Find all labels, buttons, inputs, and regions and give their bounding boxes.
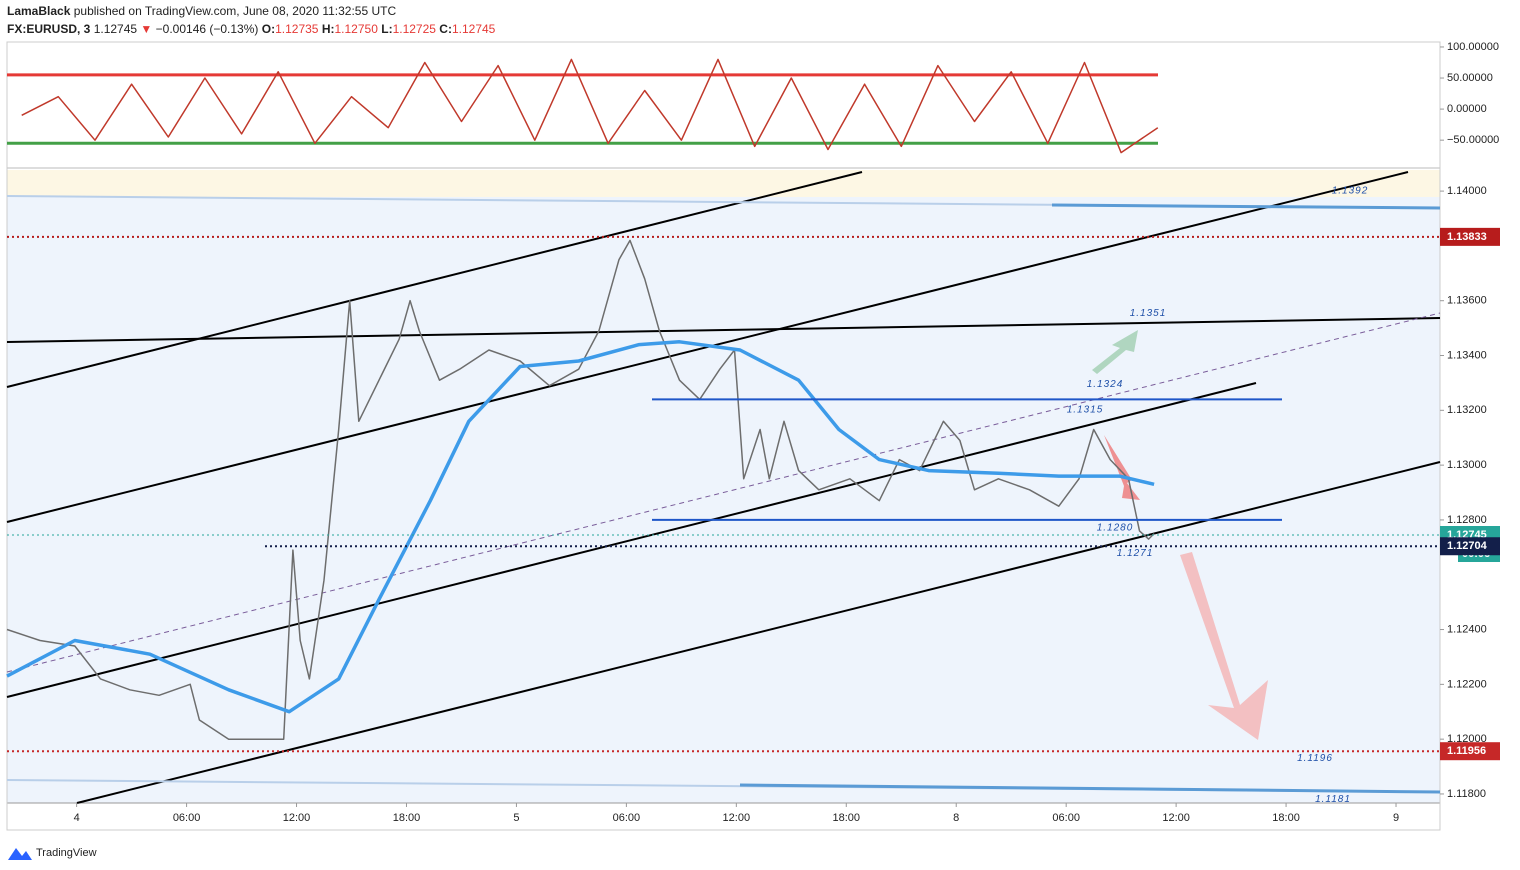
level-annotation: 1.1196 (1297, 753, 1333, 764)
resistance-zone (7, 170, 1440, 197)
x-tick-label: 18:00 (393, 812, 421, 824)
price-label: 1.11956 (1447, 745, 1486, 757)
level-annotation: 1.1181 (1315, 794, 1351, 805)
open-label: O: (262, 22, 275, 36)
open: 1.12735 (275, 22, 319, 36)
frame (6, 41, 1441, 831)
level-annotation: 1.1315 (1067, 405, 1104, 416)
median-line (6, 312, 1441, 673)
last: 1.12745 (94, 22, 138, 36)
x-tick-label: 18:00 (833, 812, 861, 824)
high-label: H: (322, 22, 335, 36)
x-tick-label: 06:00 (1052, 812, 1080, 824)
low-label: L: (381, 22, 392, 36)
y-tick-label: 100.00000 (1447, 41, 1499, 53)
y-tick-label: 1.12800 (1447, 514, 1487, 526)
published: published on TradingView.com, June 08, 2… (74, 4, 397, 18)
price-label-box (1440, 227, 1500, 246)
y-tick-label: 1.13600 (1447, 295, 1487, 307)
level-annotation: 1.1271 (1117, 548, 1154, 559)
x-tick-label: 5 (513, 812, 519, 824)
ohlc-line: FX:EURUSD, 3 1.12745 ▼ −0.00146 (−0.13%)… (7, 22, 496, 36)
x-tick-label: 8 (953, 812, 959, 824)
y-tick-label: 1.12000 (1447, 733, 1487, 745)
y-tick-label: 1.12400 (1447, 623, 1487, 635)
x-tick-label: 06:00 (173, 812, 201, 824)
down-arrow (1180, 552, 1268, 740)
price-label-box (1440, 742, 1500, 761)
x-tick-label: 18:00 (1272, 812, 1300, 824)
y-tick-label: 0.00000 (1447, 103, 1487, 115)
level-annotation: 1.1392 (1332, 186, 1369, 197)
series-line (21, 58, 1159, 154)
up-arrow (1092, 330, 1138, 374)
small-down-arrow (1104, 435, 1140, 500)
low: 1.12725 (393, 22, 437, 36)
y-tick-label: 1.13400 (1447, 349, 1487, 361)
close: 1.12745 (452, 22, 496, 36)
price-label: 1.13833 (1447, 231, 1487, 243)
author: LamaBlack (7, 4, 71, 18)
level-annotation: 1.1351 (1130, 308, 1167, 319)
brand-logo (8, 848, 32, 860)
symbol: FX:EURUSD, 3 (7, 22, 91, 36)
close-label: C: (439, 22, 452, 36)
high: 1.12750 (335, 22, 379, 36)
level-annotation: 1.1324 (1087, 379, 1124, 390)
x-tick-label: 12:00 (283, 812, 311, 824)
series-line (6, 239, 1155, 740)
y-tick-label: −50.00000 (1447, 134, 1499, 146)
y-tick-label: 1.14000 (1447, 185, 1487, 197)
y-tick-label: 50.00000 (1447, 72, 1493, 84)
y-tick-label: 1.12200 (1447, 678, 1487, 690)
price-label-box (1440, 537, 1500, 556)
change-arrow: ▼ (140, 22, 152, 36)
long-term-line (1051, 203, 1441, 210)
series-line (6, 340, 1155, 714)
x-tick-label: 06:00 (613, 812, 641, 824)
change: −0.00146 (−0.13%) (156, 22, 259, 36)
x-tick-label: 9 (1393, 812, 1399, 824)
brand: TradingView (36, 847, 97, 859)
price-label: 1.12704 (1447, 540, 1488, 552)
long-term-line (739, 783, 1441, 794)
x-tick-label: 12:00 (723, 812, 751, 824)
x-tick-label: 12:00 (1162, 812, 1190, 824)
y-tick-label: 1.11800 (1447, 788, 1486, 800)
header-line: LamaBlack published on TradingView.com, … (7, 4, 396, 18)
level-annotation: 1.1280 (1097, 523, 1134, 534)
y-tick-label: 1.13200 (1447, 404, 1487, 416)
x-tick-label: 4 (74, 812, 80, 824)
y-tick-label: 1.13000 (1447, 459, 1487, 471)
